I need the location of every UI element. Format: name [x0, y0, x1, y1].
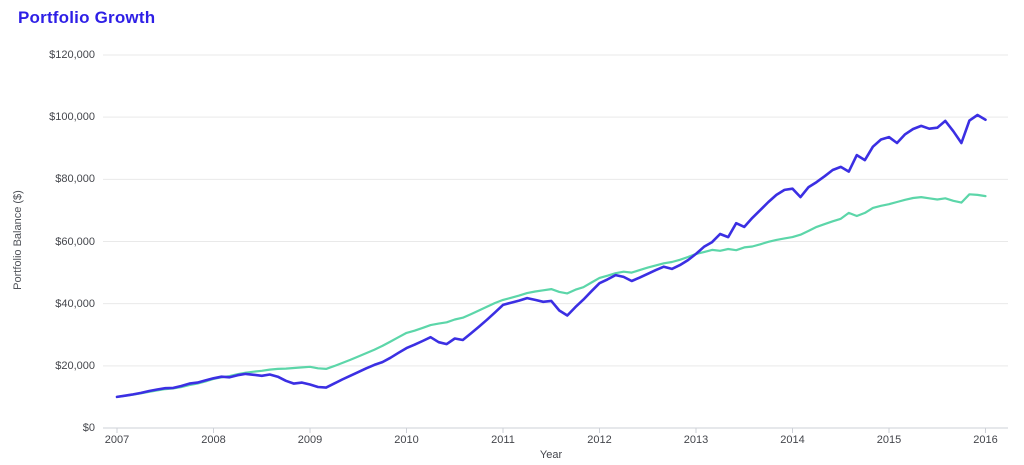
- y-tick-label: $60,000: [55, 235, 95, 248]
- x-tick-label: 2009: [297, 434, 323, 446]
- x-tick-label: 2014: [780, 434, 805, 446]
- portfolio-line-green[interactable]: [115, 193, 987, 398]
- x-tick-label: 2015: [876, 434, 902, 446]
- x-tick-label: 2008: [201, 434, 226, 446]
- y-tick-label: $100,000: [49, 111, 95, 124]
- y-tick-label: $0: [82, 422, 95, 434]
- y-tick-label: $20,000: [55, 359, 95, 372]
- x-tick-label: 2007: [104, 434, 130, 446]
- y-tick-label: $80,000: [55, 173, 95, 186]
- y-tick-label: $120,000: [49, 49, 95, 61]
- y-tick-label: $40,000: [55, 297, 95, 310]
- chart-title: Portfolio Growth: [18, 8, 156, 27]
- x-tick-label: 2010: [394, 434, 419, 446]
- x-tick-label: 2011: [491, 434, 515, 446]
- x-axis-title: Year: [539, 449, 563, 461]
- x-tick-label: 2013: [683, 434, 709, 446]
- portfolio-line-blue[interactable]: [115, 113, 987, 399]
- x-tick-label: 2016: [973, 434, 998, 446]
- x-tick-label: 2012: [587, 434, 612, 446]
